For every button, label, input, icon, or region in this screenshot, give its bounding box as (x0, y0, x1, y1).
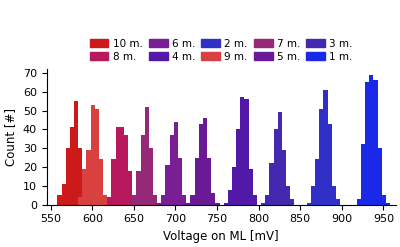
Bar (203, 118, 207, 205)
Bar (369, 75, 373, 205)
Bar (236, 129, 240, 205)
Bar (157, 203, 161, 205)
Bar (82, 184, 86, 205)
Bar (319, 109, 324, 205)
Bar (149, 148, 153, 205)
Bar (199, 124, 203, 205)
Bar (70, 127, 74, 205)
Bar (357, 199, 361, 205)
Bar (278, 112, 282, 205)
Bar (107, 197, 112, 205)
Bar (128, 171, 132, 205)
Bar (178, 158, 182, 205)
Bar (153, 195, 157, 205)
Bar (182, 195, 186, 205)
Bar (161, 195, 166, 205)
Bar (107, 203, 112, 205)
Bar (265, 195, 270, 205)
Bar (324, 90, 328, 205)
Bar (228, 189, 232, 205)
Bar (315, 159, 319, 205)
Bar (57, 195, 62, 205)
Bar (103, 195, 107, 205)
Bar (286, 186, 290, 205)
Bar (186, 203, 190, 205)
Bar (186, 203, 190, 205)
Bar (86, 150, 91, 205)
Bar (211, 193, 215, 205)
Bar (95, 109, 99, 205)
Bar (128, 203, 132, 205)
Bar (361, 144, 365, 205)
Bar (91, 105, 95, 205)
Bar (382, 195, 386, 205)
Legend: 10 m., 8 m., 6 m., 4 m., 2 m., 9 m., 7 m., 5 m., 3 m., 1 m.: 10 m., 8 m., 6 m., 4 m., 2 m., 9 m., 7 m… (88, 37, 355, 64)
Bar (170, 135, 174, 205)
Bar (78, 148, 82, 205)
Bar (215, 203, 220, 205)
Bar (207, 158, 211, 205)
Bar (194, 158, 199, 205)
Bar (307, 203, 311, 205)
Bar (378, 148, 382, 205)
Bar (132, 195, 136, 205)
Bar (112, 159, 116, 205)
Bar (120, 127, 124, 205)
Bar (136, 203, 140, 205)
Bar (274, 129, 278, 205)
Bar (244, 99, 249, 205)
Bar (99, 159, 103, 205)
Bar (124, 135, 128, 205)
Bar (136, 171, 140, 205)
Bar (290, 199, 294, 205)
Bar (328, 124, 332, 205)
Bar (74, 101, 78, 205)
Bar (82, 169, 86, 205)
Bar (78, 197, 82, 205)
Bar (270, 163, 274, 205)
Bar (86, 197, 91, 205)
X-axis label: Voltage on ML [mV]: Voltage on ML [mV] (163, 230, 279, 243)
Bar (157, 203, 161, 205)
Bar (232, 167, 236, 205)
Bar (132, 195, 136, 205)
Bar (190, 195, 194, 205)
Bar (249, 169, 253, 205)
Y-axis label: Count [#]: Count [#] (4, 108, 17, 166)
Bar (373, 81, 378, 205)
Bar (224, 203, 228, 205)
Bar (166, 165, 170, 205)
Bar (336, 199, 340, 205)
Bar (145, 107, 149, 205)
Bar (365, 82, 369, 205)
Bar (140, 135, 145, 205)
Bar (332, 186, 336, 205)
Bar (174, 122, 178, 205)
Bar (386, 203, 390, 205)
Bar (253, 195, 257, 205)
Bar (116, 127, 120, 205)
Bar (311, 186, 315, 205)
Bar (66, 148, 70, 205)
Bar (282, 150, 286, 205)
Bar (62, 184, 66, 205)
Bar (261, 203, 265, 205)
Bar (240, 97, 244, 205)
